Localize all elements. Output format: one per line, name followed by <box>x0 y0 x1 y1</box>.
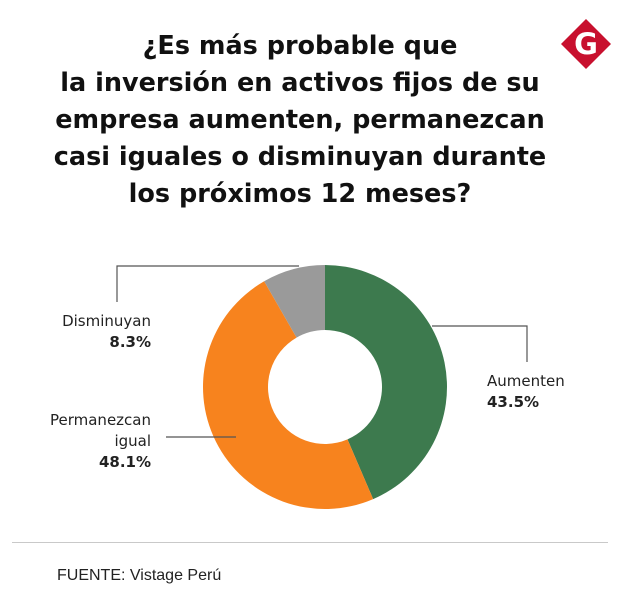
source-note: FUENTE: Vistage Perú <box>57 567 222 584</box>
donut-chart <box>116 265 528 509</box>
slice-value-label: 43.5% <box>487 393 540 411</box>
title-line-4: casi iguales o disminuyan durante <box>53 142 547 172</box>
leader-lines <box>116 265 528 438</box>
slice-label-text-line-2: igual <box>114 432 151 450</box>
donut-slices <box>203 265 447 509</box>
slice-value-label: 8.3% <box>109 333 151 351</box>
chart-title: ¿Es más probable que la inversión en act… <box>20 28 580 213</box>
slice-label-aumenten: Aumenten 43.5% <box>487 371 565 413</box>
title-line-2: la inversión en activos fijos de su <box>60 68 540 98</box>
slice-value-label: 48.1% <box>98 453 151 471</box>
slice-label-permanezcan-igual: Permanezcan igual 48.1% <box>30 410 151 473</box>
title-line-5: los próximos 12 meses? <box>128 179 472 209</box>
slice-aumenten <box>325 265 447 500</box>
slice-label-text-line-1: Permanezcan <box>49 411 151 429</box>
gestion-logo: G <box>561 19 611 69</box>
title-line-3: empresa aumenten, permanezcan <box>55 105 545 135</box>
logo-letter: G <box>574 27 598 61</box>
logo-diamond <box>561 19 611 69</box>
slice-label-text: Disminuyan <box>62 312 151 330</box>
title-line-1: ¿Es más probable que <box>142 31 458 61</box>
leader-line-disminuyan <box>116 265 299 302</box>
leader-line-aumenten <box>432 325 528 362</box>
footer-divider <box>12 542 608 543</box>
slice-permanezcan-igual <box>203 281 374 509</box>
slice-label-text: Aumenten <box>487 372 565 390</box>
slice-disminuyan <box>264 265 325 338</box>
slice-label-disminuyan: Disminuyan 8.3% <box>30 311 151 353</box>
